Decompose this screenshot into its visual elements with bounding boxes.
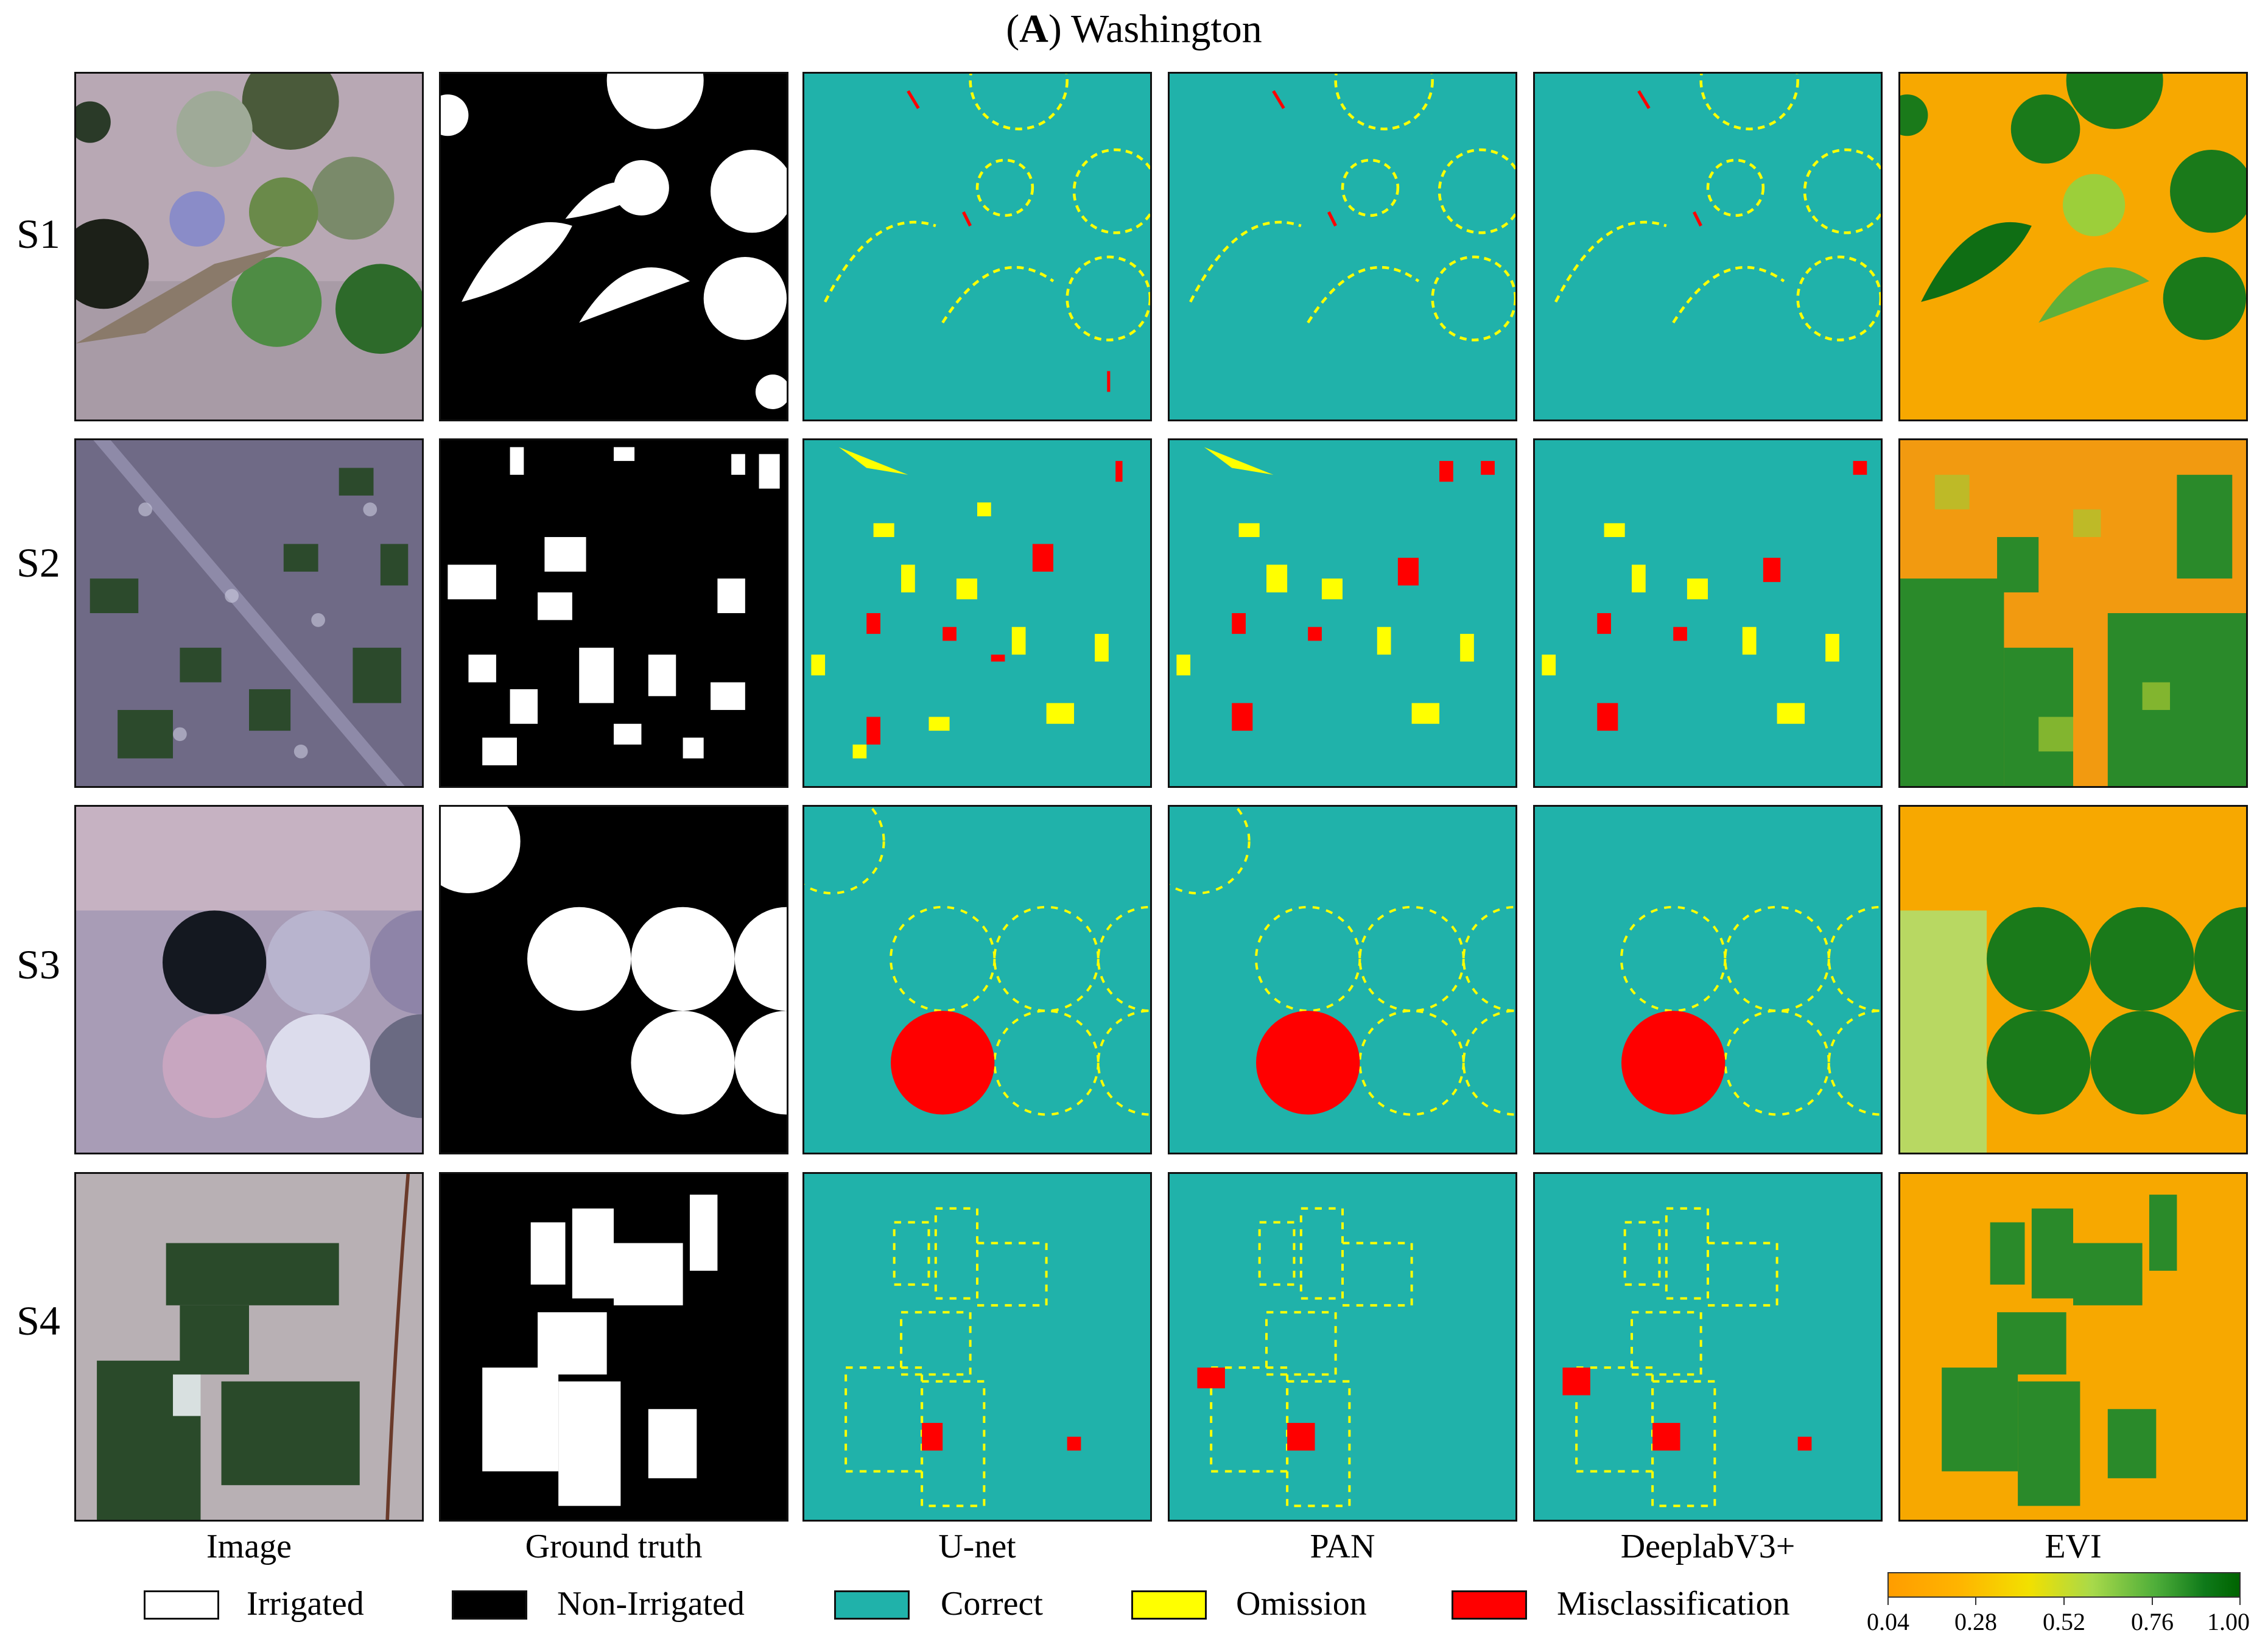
deeplab-s4 [1533, 1172, 1883, 1522]
image-s3 [74, 805, 424, 1154]
pan-s3 [1168, 805, 1517, 1154]
legend-label-irrigated: Irrigated [247, 1585, 364, 1623]
evi-s4 [1898, 1172, 2248, 1522]
colorbar-tick-label: 0.76 [2131, 1608, 2174, 1635]
ground-truth-s3 [439, 805, 788, 1154]
unet-s2 [802, 438, 1152, 788]
col-label-pan: PAN [1310, 1528, 1375, 1565]
deeplab-s1 [1533, 72, 1883, 421]
unet-s4 [802, 1172, 1152, 1522]
deeplab-s2 [1533, 438, 1883, 788]
pan-s4 [1168, 1172, 1517, 1522]
col-label-evi: EVI [2045, 1528, 2102, 1565]
colorbar-tick [1975, 1598, 1976, 1605]
colorbar-tick [2239, 1598, 2241, 1605]
colorbar-tick-label: 0.52 [2043, 1608, 2085, 1635]
col-label-ground-truth: Ground truth [525, 1528, 703, 1565]
row-label-s3: S3 [16, 941, 60, 988]
row-label-s4: S4 [16, 1298, 60, 1344]
colorbar-tick [1887, 1598, 1889, 1605]
evi-s1 [1898, 72, 2248, 421]
evi-s3 [1898, 805, 2248, 1154]
deeplab-s3 [1533, 805, 1883, 1154]
col-label-deeplab: DeeplabV3+ [1620, 1528, 1796, 1565]
row-label-s1: S1 [16, 211, 60, 257]
pan-s1 [1168, 72, 1517, 421]
legend-label-correct: Correct [941, 1585, 1043, 1623]
ground-truth-s1 [439, 72, 788, 421]
figure-title: (A) Washington [1006, 7, 1262, 51]
title-letter: A [1019, 7, 1048, 51]
ground-truth-s4 [439, 1172, 788, 1522]
colorbar-tick-label: 1.00 [2207, 1608, 2250, 1635]
legend-swatch-non-irrigated [452, 1590, 527, 1620]
legend-label-misclassification: Misclassification [1557, 1585, 1790, 1623]
unet-s1 [802, 72, 1152, 421]
image-s2 [74, 438, 424, 788]
legend-swatch-misclassification [1452, 1590, 1527, 1620]
legend-swatch-omission [1131, 1590, 1207, 1620]
legend-swatch-correct [834, 1590, 910, 1620]
image-s1 [74, 72, 424, 421]
evi-colorbar [1887, 1572, 2241, 1598]
pan-s2 [1168, 438, 1517, 788]
colorbar-tick [2063, 1598, 2065, 1605]
row-label-s2: S2 [16, 539, 60, 586]
title-text: Washington [1061, 7, 1262, 51]
evi-s2 [1898, 438, 2248, 788]
legend-label-non-irrigated: Non-Irrigated [557, 1585, 745, 1623]
colorbar-tick [2152, 1598, 2153, 1605]
legend-swatch-irrigated [144, 1590, 219, 1620]
col-label-unet: U-net [938, 1528, 1016, 1565]
colorbar-tick-label: 0.04 [1867, 1608, 1909, 1635]
colorbar-tick-label: 0.28 [1954, 1608, 1997, 1635]
unet-s3 [802, 805, 1152, 1154]
ground-truth-s2 [439, 438, 788, 788]
col-label-image: Image [206, 1528, 292, 1565]
image-s4 [74, 1172, 424, 1522]
legend-label-omission: Omission [1236, 1585, 1367, 1623]
